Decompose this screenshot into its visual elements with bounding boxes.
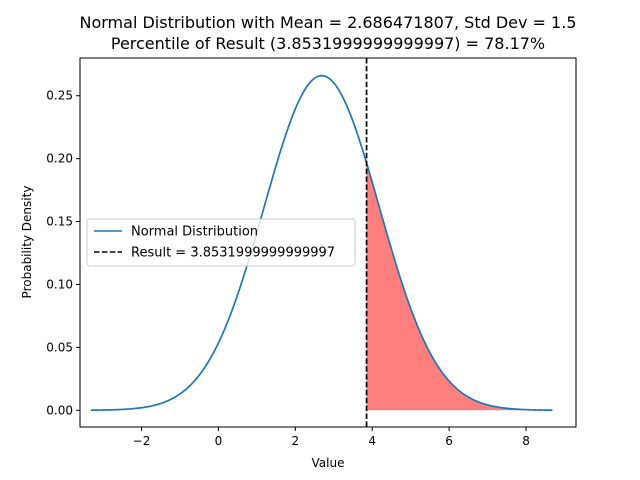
chart-title-line2: Percentile of Result (3.8531999999999997… [111, 34, 545, 53]
x-tick-label: 2 [291, 434, 299, 448]
y-tick-label: 0.10 [46, 277, 73, 291]
legend-label-result: Result = 3.8531999999999997 [131, 246, 335, 261]
x-tick-label: 4 [368, 434, 376, 448]
plot-frame [79, 57, 577, 428]
legend-label-normal: Normal Distribution [131, 225, 258, 240]
x-tick-label: 6 [445, 434, 453, 448]
legend: Normal Distribution Result = 3.853199999… [86, 218, 356, 267]
y-axis-ticks: 0.00 0.05 0.10 0.15 0.20 0.25 [46, 89, 80, 417]
x-tick-label: 0 [215, 434, 223, 448]
y-tick-label: 0.20 [46, 152, 73, 166]
x-tick-label: −2 [133, 434, 151, 448]
x-tick-label: 8 [522, 434, 530, 448]
plot-content [91, 58, 553, 427]
y-tick-label: 0.15 [46, 215, 73, 229]
y-tick-label: 0.05 [46, 340, 73, 354]
y-tick-label: 0.00 [46, 403, 73, 417]
x-axis-ticks: −2 0 2 4 6 8 [133, 427, 530, 448]
normal-distribution-curve [91, 74, 553, 412]
percentile-shaded-area [366, 163, 553, 411]
legend-box [86, 218, 356, 267]
x-axis-label: Value [312, 456, 345, 470]
y-tick-label: 0.25 [46, 89, 73, 103]
y-axis-label: Probability Density [20, 186, 34, 299]
chart-title-line1: Normal Distribution with Mean = 2.686471… [80, 13, 577, 32]
